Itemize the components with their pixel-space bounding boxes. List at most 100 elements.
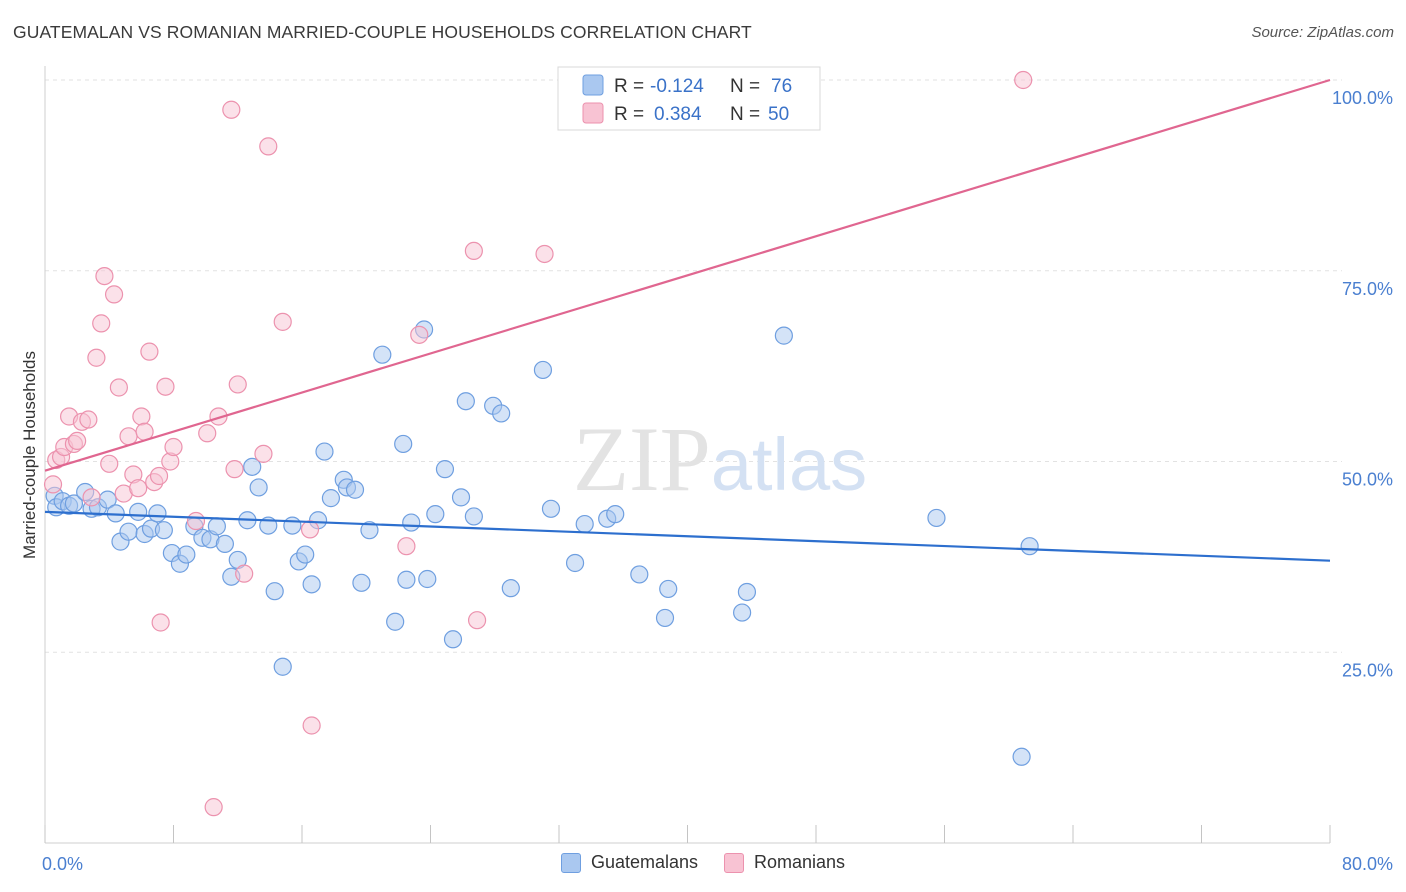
guatemalan-point [464, 507, 483, 526]
stats-swatch-romanians [582, 102, 604, 124]
romanian-point [464, 241, 483, 261]
romanian-point [100, 454, 119, 473]
x-axis [44, 66, 1331, 844]
stats-r-value-romanians: 0.384 [654, 104, 702, 125]
romanian-point [68, 431, 87, 450]
romanian-point [79, 410, 98, 429]
y-tick-label: 50.0% [1342, 470, 1393, 490]
guatemalan-point [1012, 747, 1031, 766]
stats-r-value-guatemalans: -0.124 [650, 76, 704, 97]
romanian-point [535, 244, 554, 264]
romanian-point [109, 378, 128, 397]
romanian-point [87, 348, 106, 367]
romanian-point [1014, 70, 1033, 90]
romanian-point [156, 377, 175, 396]
legend-item-romanians[interactable]: Romanians [724, 852, 845, 873]
romanian-point [225, 460, 244, 479]
guatemalan-point [541, 499, 561, 518]
romanian-point [82, 488, 101, 507]
guatemalan-point [927, 508, 946, 528]
guatemalan-point [273, 657, 292, 676]
guatemalan-point [451, 488, 471, 507]
guatemalan-point [394, 434, 413, 454]
romanian-point [410, 325, 429, 344]
guatemalan-point [148, 504, 167, 523]
chart-title: GUATEMALAN VS ROMANIAN MARRIED-COUPLE HO… [13, 22, 752, 42]
guatemalan-point [119, 522, 138, 541]
stats-n-value-romanians: 50 [768, 104, 789, 125]
romanian-point [186, 511, 206, 531]
romanian-point [259, 137, 278, 156]
guatemalan-point [443, 630, 463, 649]
stats-swatch-guatemalans [582, 74, 604, 96]
stats-r-label-guatemalans: R = [614, 76, 644, 97]
guatemalan-point [296, 545, 315, 564]
guatemalan-point [352, 573, 371, 592]
legend-item-guatemalans[interactable]: Guatemalans [560, 852, 698, 873]
stats-r-label-romanians: R = [614, 104, 644, 125]
romanian-point [222, 100, 241, 119]
guatemalan-point [737, 582, 757, 602]
guatemalan-point [402, 513, 421, 532]
romanian-point [140, 342, 159, 361]
guatemalan-point [606, 505, 625, 524]
guatemalan-point [565, 553, 585, 573]
guatemalan-point [575, 514, 594, 534]
romanian-point [273, 312, 292, 331]
stats-n-value-guatemalans: 76 [771, 76, 792, 97]
romanian-point [132, 407, 151, 426]
guatemalan-point [501, 579, 520, 598]
romanian-point [43, 475, 63, 494]
romanian-point [228, 375, 247, 394]
romanian-point [92, 314, 111, 333]
guatemalan-point [1020, 537, 1039, 556]
guatemalan-point [154, 521, 173, 540]
romanian-point [164, 437, 183, 457]
stats-box: R = -0.124 N = 76 R = 0.384 N = 50 [557, 66, 821, 131]
legend-label-guatemalans: Guatemalans [590, 852, 698, 872]
romanian-point [254, 444, 273, 463]
guatemalan-point [249, 478, 268, 497]
romanian-trend-line [44, 78, 1331, 472]
legend: Guatemalans Romanians [0, 852, 1406, 873]
guatemalan-point [177, 545, 196, 564]
guatemalan-point [321, 489, 341, 508]
legend-swatch-romanians [724, 852, 744, 873]
guatemalan-point [215, 534, 234, 554]
guatemalan-trend-line [44, 510, 1331, 562]
romanian-point [302, 716, 321, 735]
guatemalan-point [630, 565, 649, 584]
romanian-point [95, 266, 114, 286]
stats-n-label-romanians: N = [730, 104, 760, 125]
romanian-point [151, 613, 170, 632]
guatemalan-point [435, 460, 455, 479]
guatemalan-point [360, 521, 379, 540]
guatemalan-point [243, 457, 262, 476]
guatemalan-point [659, 579, 678, 599]
romanian-point [119, 427, 138, 446]
legend-label-romanians: Romanians [754, 852, 846, 872]
watermark: ZIPatlas [573, 408, 867, 510]
guatemalan-point [129, 502, 148, 521]
stats-n-label-guatemalans: N = [730, 76, 760, 97]
guatemalan-point [733, 603, 752, 622]
guatemalan-point [492, 404, 511, 423]
source-label: Source: ZipAtlas.com [1251, 24, 1394, 41]
romanian-point [397, 537, 416, 556]
trend-lines [44, 78, 1331, 562]
romanian-point [204, 798, 223, 817]
guatemalan-point [373, 345, 392, 364]
y-tick-label: 75.0% [1342, 279, 1393, 299]
guatemalan-point [456, 392, 475, 411]
guatemalan-point [283, 516, 302, 535]
legend-swatch-guatemalans [560, 852, 581, 873]
romanian-point [198, 424, 217, 443]
guatemalan-point [397, 570, 416, 589]
romanian-point [467, 611, 487, 630]
y-tick-label: 100.0% [1332, 88, 1393, 108]
romanian-point [149, 466, 169, 486]
guatemalan-point [533, 360, 553, 380]
guatemalan-point [418, 569, 437, 589]
guatemalan-point [774, 326, 793, 345]
